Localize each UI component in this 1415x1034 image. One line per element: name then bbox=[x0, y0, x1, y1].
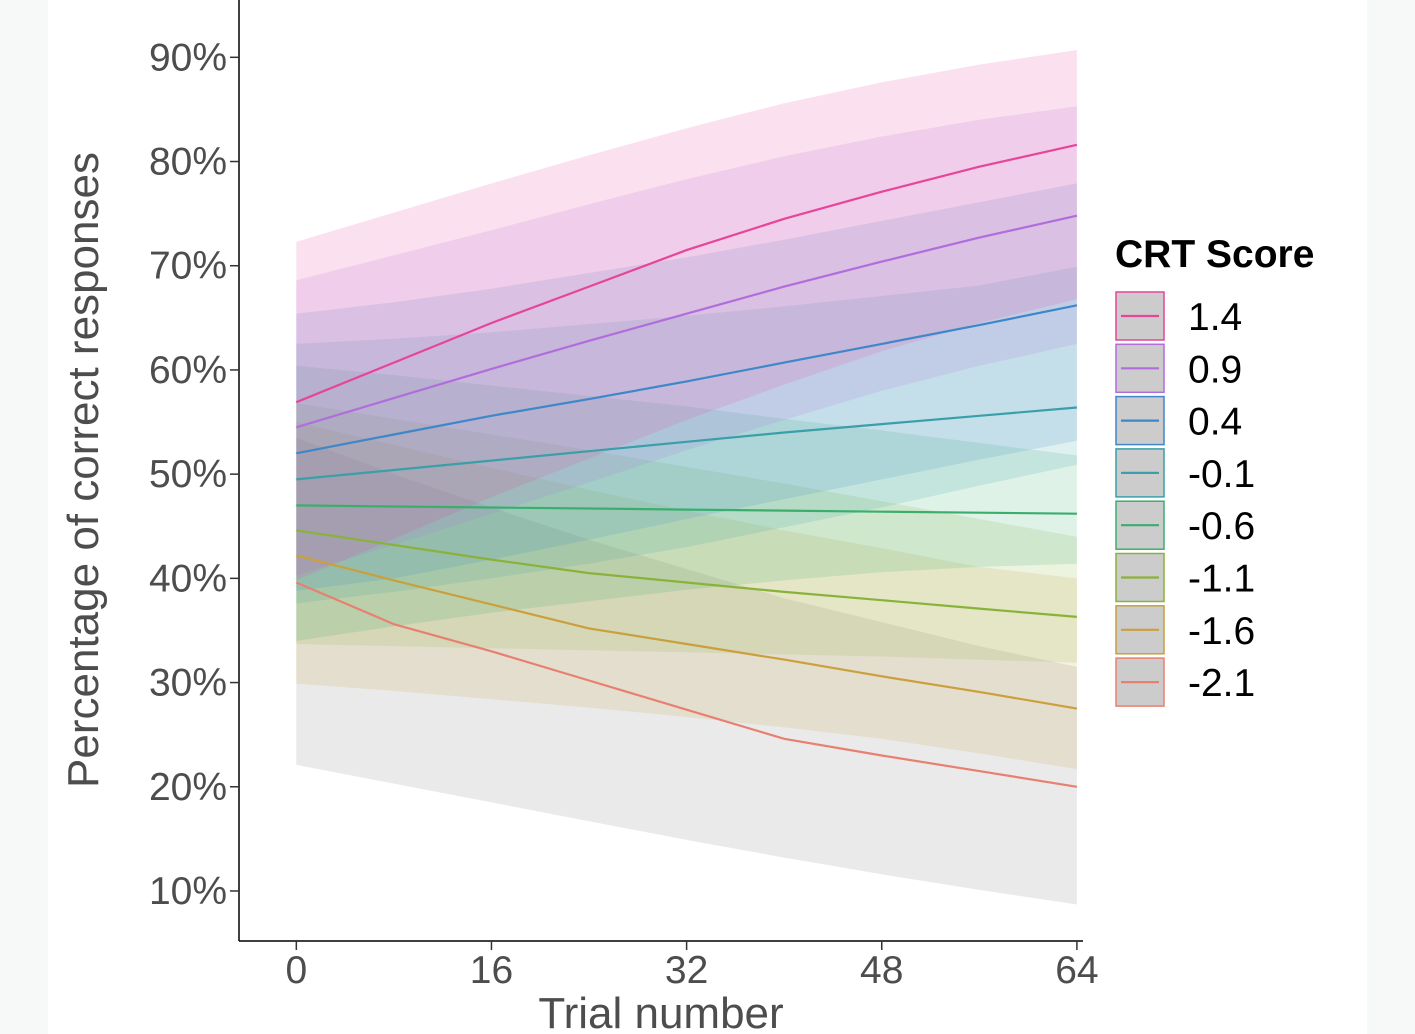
line--0.1 bbox=[296, 406, 1077, 481]
band--0.1 bbox=[296, 266, 1077, 604]
band--1.1 bbox=[296, 403, 1077, 663]
legend-label: 0.9 bbox=[1188, 348, 1242, 391]
line--0.6 bbox=[296, 504, 1077, 515]
left-margin-strip bbox=[0, 0, 48, 1034]
band-1.4 bbox=[296, 50, 1077, 581]
confidence-bands bbox=[296, 50, 1077, 905]
line-0.4 bbox=[296, 304, 1078, 455]
y-tick-label: 90% bbox=[149, 36, 227, 79]
right-margin-strip bbox=[1367, 0, 1415, 1034]
x-tick-label: 64 bbox=[1055, 949, 1098, 992]
y-tick-label: 50% bbox=[149, 453, 227, 496]
x-tick-label: 32 bbox=[665, 949, 708, 992]
legend-label: -0.6 bbox=[1188, 505, 1255, 548]
line--1.1 bbox=[296, 529, 1077, 618]
x-tick-label: 48 bbox=[860, 949, 903, 992]
band--2.1 bbox=[296, 437, 1077, 905]
y-tick-label: 20% bbox=[149, 766, 227, 809]
x-tick-label: 0 bbox=[285, 949, 307, 992]
x-ticks: 0 16 32 48 64 bbox=[285, 941, 1099, 992]
legend-title: CRT Score bbox=[1115, 233, 1314, 276]
band--1.6 bbox=[296, 422, 1077, 770]
legend-label: -1.6 bbox=[1188, 610, 1255, 653]
y-tick-label: 10% bbox=[149, 870, 227, 913]
series-lines bbox=[295, 143, 1078, 788]
y-tick-label: 40% bbox=[149, 557, 227, 600]
legend: CRT Score 1.4 0.9 0.4 -0.1 -0.6 -1.1 -1.6 -2.1 bbox=[1115, 233, 1314, 707]
legend-label: -1.1 bbox=[1188, 558, 1255, 601]
legend-label: 1.4 bbox=[1188, 296, 1242, 339]
line-1.4 bbox=[295, 143, 1078, 404]
line--2.1 bbox=[295, 581, 1078, 788]
y-tick-label: 80% bbox=[149, 141, 227, 184]
y-ticks: 10% 20% 30% 40% 50% 60% 70% 80% 90% bbox=[149, 36, 239, 913]
legend-label: 0.4 bbox=[1188, 401, 1242, 444]
x-axis-title: Trial number bbox=[538, 989, 783, 1034]
legend-label: -0.1 bbox=[1188, 453, 1255, 496]
band-0.9 bbox=[296, 106, 1077, 576]
line--1.6 bbox=[296, 554, 1078, 710]
y-tick-label: 30% bbox=[149, 662, 227, 705]
band-0.4 bbox=[296, 183, 1077, 591]
band--0.6 bbox=[296, 365, 1077, 641]
y-tick-label: 60% bbox=[149, 349, 227, 392]
legend-label: -2.1 bbox=[1188, 662, 1255, 705]
y-axis-title: Percentage of correct responses bbox=[59, 152, 108, 788]
y-tick-label: 70% bbox=[149, 245, 227, 288]
x-tick-label: 16 bbox=[470, 949, 513, 992]
axes bbox=[238, 0, 1083, 942]
line-0.9 bbox=[295, 214, 1078, 429]
